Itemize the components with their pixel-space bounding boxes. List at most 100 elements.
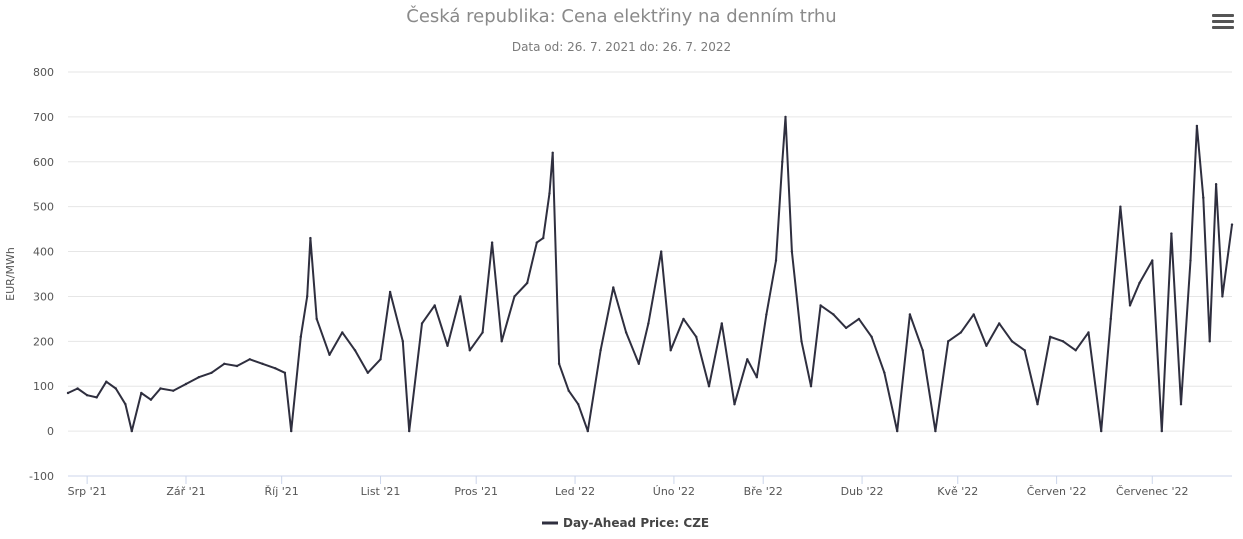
data-point bbox=[1179, 403, 1183, 406]
data-point bbox=[755, 376, 758, 379]
y-tick-label: 200 bbox=[33, 335, 54, 348]
y-tick-label: 600 bbox=[33, 156, 54, 169]
data-point bbox=[66, 391, 70, 395]
data-point bbox=[586, 429, 589, 433]
data-point bbox=[695, 335, 698, 338]
x-tick-label: Říj '21 bbox=[265, 485, 299, 498]
data-point bbox=[1119, 205, 1122, 208]
data-point bbox=[1151, 259, 1154, 262]
data-point bbox=[526, 281, 529, 285]
data-point bbox=[1208, 340, 1211, 343]
data-point bbox=[542, 236, 545, 240]
data-point bbox=[446, 344, 449, 347]
data-point bbox=[1074, 349, 1077, 352]
legend[interactable]: Day-Ahead Price: CZE bbox=[542, 516, 709, 530]
data-point bbox=[306, 295, 309, 298]
data-point bbox=[567, 389, 570, 392]
data-point bbox=[114, 387, 118, 390]
data-point bbox=[223, 362, 226, 365]
data-point bbox=[328, 353, 331, 356]
data-point bbox=[481, 331, 484, 334]
data-point bbox=[959, 331, 963, 334]
data-point bbox=[1087, 331, 1090, 334]
data-point bbox=[85, 394, 89, 397]
hamburger-menu-icon[interactable] bbox=[1212, 14, 1234, 32]
data-point bbox=[149, 398, 153, 401]
legend-label[interactable]: Day-Ahead Price: CZE bbox=[563, 516, 709, 530]
data-point bbox=[341, 331, 344, 334]
y-tick-label: 0 bbox=[47, 425, 54, 438]
data-point bbox=[105, 380, 108, 383]
data-point bbox=[1061, 340, 1065, 343]
grid-lines bbox=[68, 71, 1232, 477]
data-point bbox=[599, 349, 602, 352]
data-point bbox=[283, 371, 287, 374]
data-point bbox=[290, 429, 293, 433]
data-point bbox=[309, 236, 312, 240]
data-point bbox=[159, 387, 162, 390]
data-point bbox=[896, 429, 899, 433]
data-point bbox=[781, 160, 784, 163]
data-point bbox=[261, 362, 264, 365]
data-point bbox=[707, 385, 711, 388]
data-point bbox=[366, 371, 369, 374]
x-tick-label: List '21 bbox=[361, 485, 401, 498]
y-tick-label: 700 bbox=[33, 111, 54, 124]
series-line[interactable] bbox=[67, 115, 1233, 433]
data-point bbox=[774, 259, 778, 262]
y-axis-ticks: -100 0 100 200 300 400 500 600 700 800 bbox=[29, 66, 54, 483]
data-point bbox=[1202, 196, 1205, 199]
data-point bbox=[1221, 295, 1224, 298]
data-point bbox=[315, 317, 318, 321]
x-tick-label: Úno '22 bbox=[653, 485, 695, 498]
data-point bbox=[353, 349, 357, 352]
data-point bbox=[401, 340, 404, 343]
y-axis-label: EUR/MWh bbox=[4, 247, 17, 301]
data-point bbox=[733, 403, 736, 406]
data-point bbox=[660, 250, 663, 253]
data-point bbox=[130, 429, 133, 433]
y-tick-label: 100 bbox=[33, 380, 54, 393]
data-point bbox=[921, 349, 924, 352]
data-point bbox=[551, 151, 554, 154]
data-point bbox=[746, 358, 749, 361]
data-point bbox=[998, 322, 1001, 325]
data-point bbox=[819, 304, 822, 307]
data-point bbox=[800, 340, 803, 343]
data-point bbox=[408, 429, 411, 433]
data-point bbox=[1170, 232, 1173, 235]
data-point bbox=[1128, 304, 1132, 307]
data-point bbox=[513, 295, 516, 298]
data-point bbox=[1230, 223, 1234, 226]
data-point bbox=[809, 385, 813, 388]
x-tick-label: Bře '22 bbox=[744, 485, 783, 498]
data-point bbox=[95, 396, 98, 399]
y-tick-label: 300 bbox=[33, 290, 54, 303]
data-point bbox=[720, 322, 723, 325]
data-point bbox=[1010, 340, 1014, 343]
data-point bbox=[124, 403, 127, 406]
data-point bbox=[908, 313, 912, 316]
data-point bbox=[934, 429, 937, 433]
data-point bbox=[669, 349, 672, 352]
chart-title: Česká republika: Cena elektřiny na denní… bbox=[406, 6, 837, 27]
data-point bbox=[140, 391, 143, 395]
data-point bbox=[790, 250, 794, 253]
data-point bbox=[197, 376, 200, 379]
data-point bbox=[1138, 281, 1141, 285]
x-tick-label: Srp '21 bbox=[68, 485, 107, 498]
data-point bbox=[647, 322, 650, 325]
data-point bbox=[883, 371, 886, 374]
x-tick-label: Červen '22 bbox=[1027, 485, 1087, 498]
data-point bbox=[535, 241, 538, 244]
data-point bbox=[459, 295, 462, 298]
data-point bbox=[1049, 335, 1052, 338]
x-tick-label: Zář '21 bbox=[166, 485, 205, 498]
data-point bbox=[557, 362, 561, 365]
data-point bbox=[420, 322, 424, 325]
data-point bbox=[274, 367, 277, 370]
y-tick-label: 500 bbox=[33, 201, 54, 214]
x-tick-label: Červenec '22 bbox=[1116, 485, 1189, 498]
data-point bbox=[765, 313, 768, 316]
